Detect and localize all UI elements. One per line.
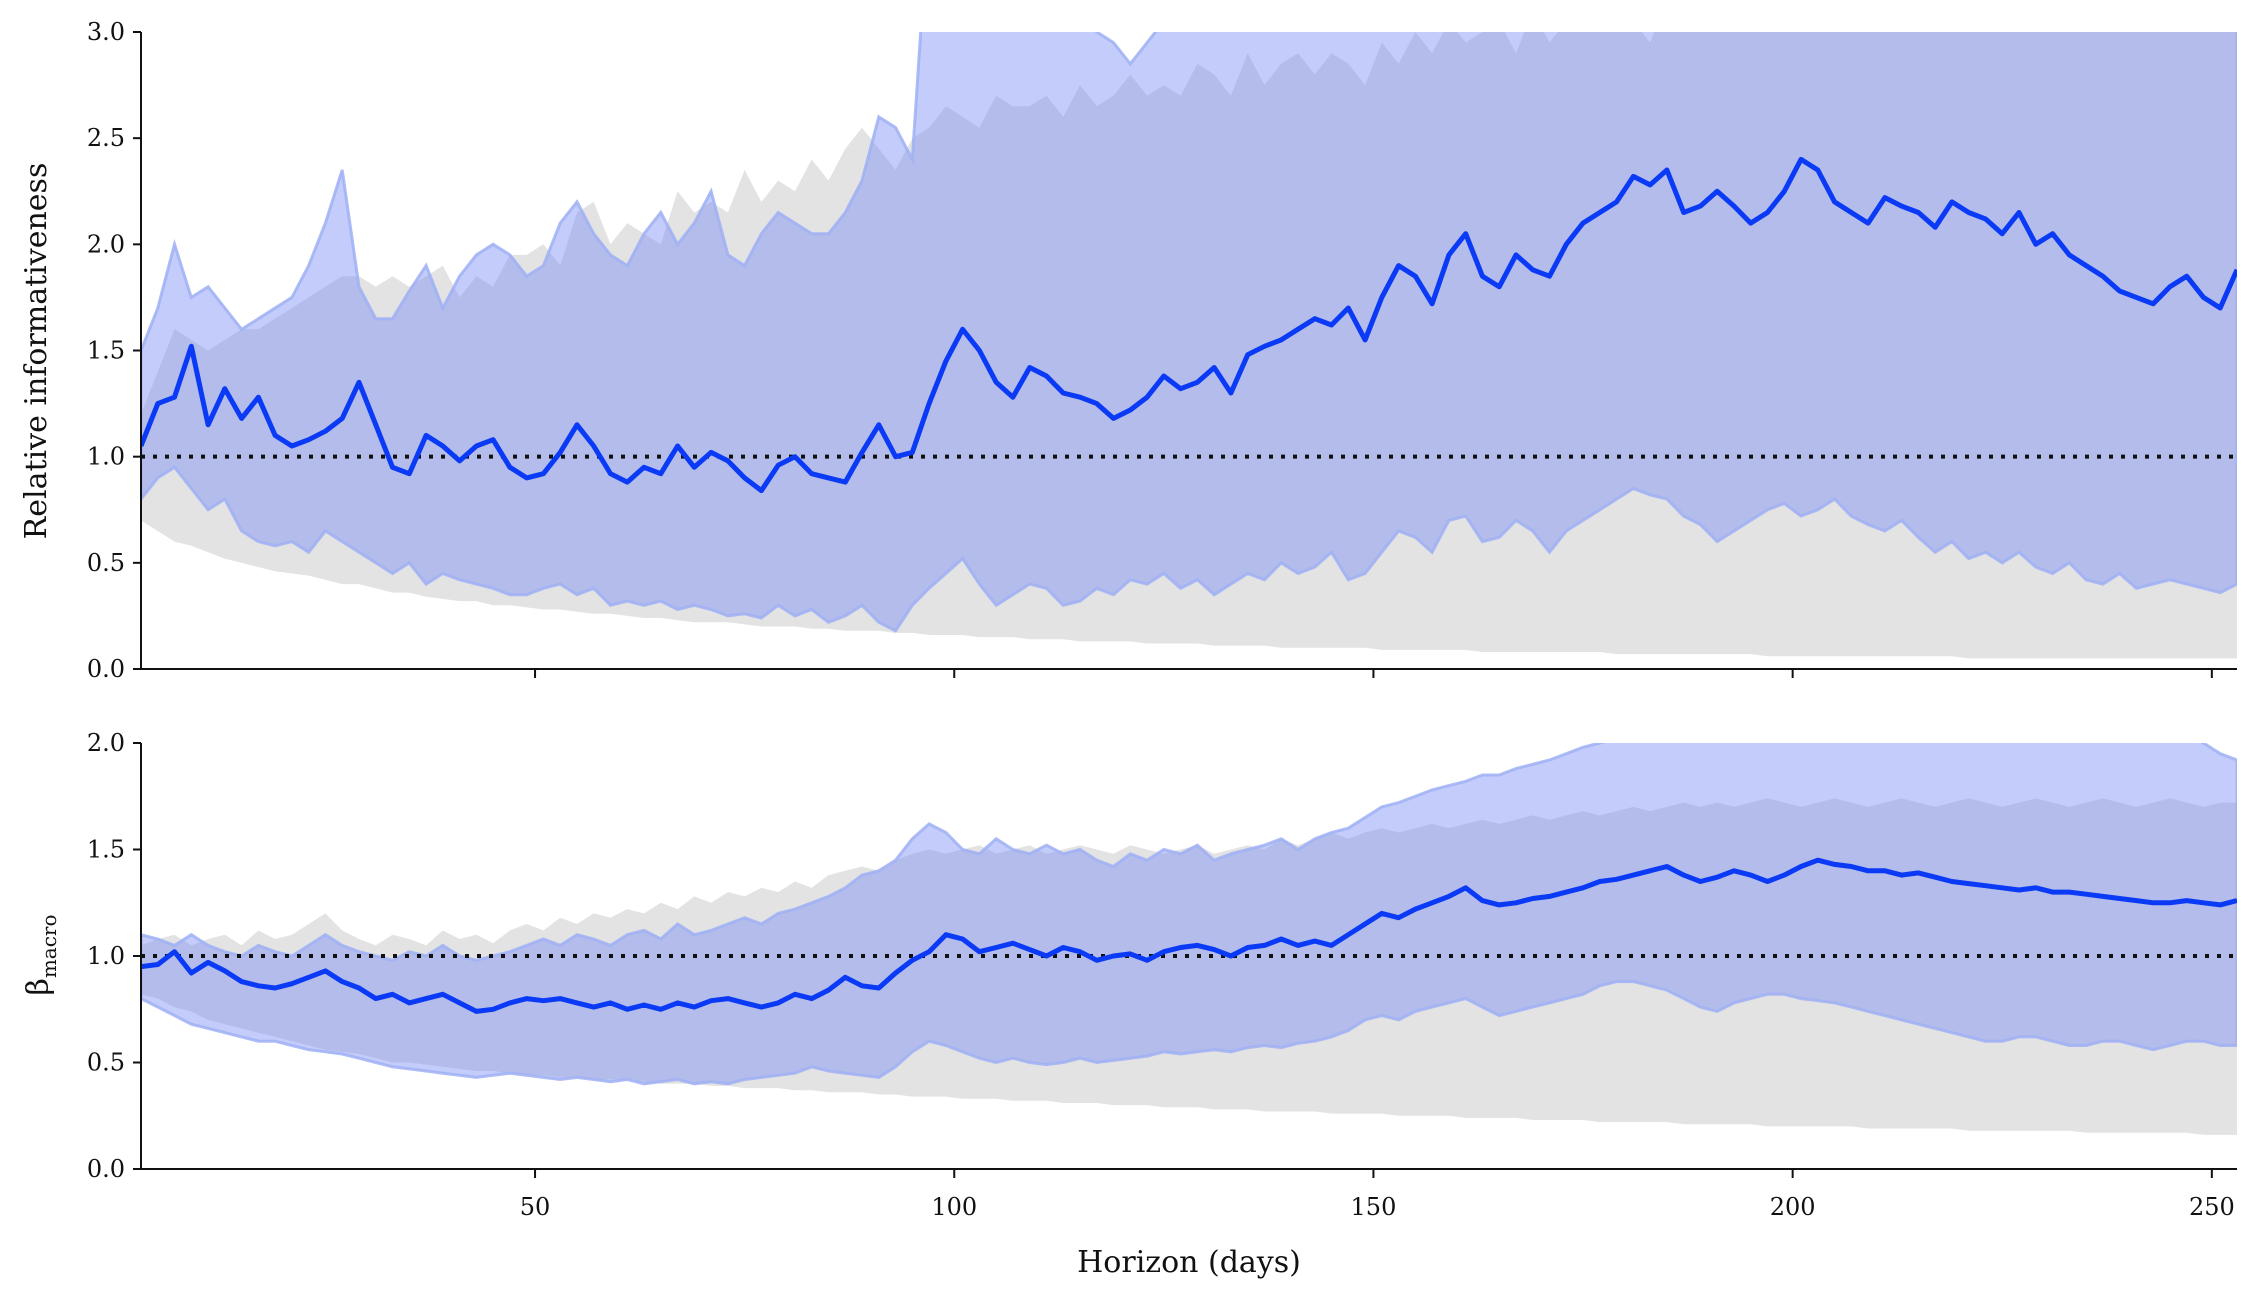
x-tick-label: 250 <box>2189 1193 2235 1221</box>
y-tick-label: 2.0 <box>87 729 125 757</box>
y-tick-label: 1.0 <box>87 942 125 970</box>
top-x-ticks <box>534 669 2213 678</box>
y-tick-label: 2.0 <box>87 230 125 258</box>
top-gray-band <box>141 32 2237 659</box>
beta-subscript: macro <box>37 914 61 978</box>
bottom-blue-band <box>141 743 2237 1086</box>
y-tick-label: 0.0 <box>87 655 125 683</box>
y-tick-label: 2.5 <box>87 124 125 152</box>
top-median-line <box>141 156 2237 494</box>
x-tick-label: 150 <box>1351 1193 1397 1221</box>
top-y-ticks: 0.0 0.5 1.0 1.5 2.0 2.5 3.0 <box>87 18 141 683</box>
bottom-y-axis-label: βmacro <box>21 914 61 995</box>
y-tick-label: 0.0 <box>87 1155 125 1183</box>
bottom-panel: 0.0 0.5 1.0 1.5 2.0 50 100 150 200 250 βmacro Ho… <box>21 729 2237 1280</box>
x-tick-label: 200 <box>1770 1193 1816 1221</box>
top-y-axis-label: Relative informativeness <box>19 163 54 540</box>
bottom-y-ticks: 0.0 0.5 1.0 1.5 2.0 <box>87 729 141 1183</box>
x-axis-label: Horizon (days) <box>1077 1245 1301 1280</box>
y-tick-label: 3.0 <box>87 18 125 46</box>
bottom-median-line <box>141 857 2237 1014</box>
bottom-gray-band <box>141 798 2237 1135</box>
y-tick-label: 1.5 <box>87 337 125 365</box>
y-tick-label: 0.5 <box>87 549 125 577</box>
y-tick-label: 1.5 <box>87 836 125 864</box>
x-tick-label: 50 <box>520 1193 551 1221</box>
x-tick-label: 100 <box>931 1193 977 1221</box>
y-tick-label: 1.0 <box>87 443 125 471</box>
top-panel: 0.0 0.5 1.0 1.5 2.0 2.5 3.0 Relative informati… <box>19 18 2237 683</box>
bottom-x-ticks: 50 100 150 200 250 <box>520 1169 2235 1221</box>
beta-symbol: β <box>21 978 56 995</box>
top-blue-band <box>141 32 2237 633</box>
y-tick-label: 0.5 <box>87 1049 125 1077</box>
